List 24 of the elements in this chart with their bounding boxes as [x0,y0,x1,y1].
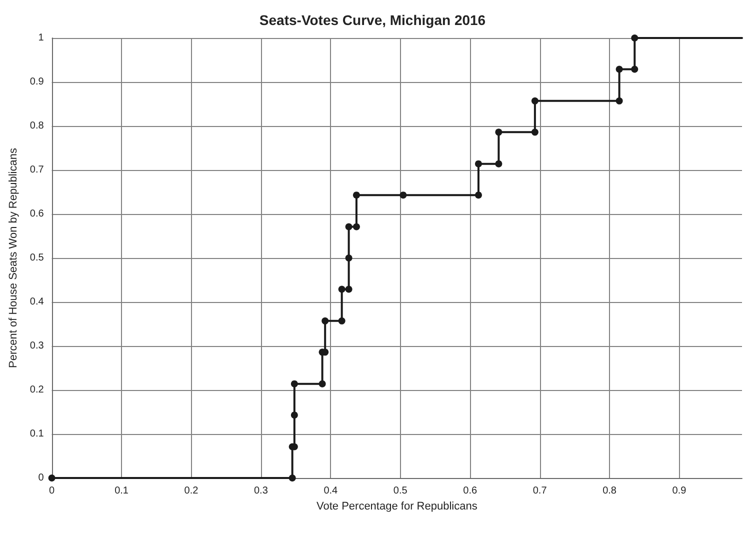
y-tick-label: 0.5 [30,252,44,264]
x-tick-label: 0.9 [672,486,687,496]
y-tick-label: 0.7 [30,164,44,176]
x-tick-label: 0.6 [463,486,478,496]
chart-title: Seats-Votes Curve, Michigan 2016 [259,12,486,28]
x-tick-label: 0.7 [532,486,548,496]
y-tick-label: 0.8 [30,120,44,132]
y-tick-label: 0.2 [30,384,44,396]
x-tick-label: 0.3 [254,486,268,496]
y-tick-label: 0 [38,472,44,484]
x-tick-label: 0 [49,486,56,496]
x-tick-label: 0.8 [602,486,617,496]
x-tick-label: 0.4 [324,486,338,496]
x-axis-title: Vote Percentage for Republicans [316,500,478,512]
y-tick-label: 0.1 [30,428,44,440]
y-tick-label: 0.9 [30,76,44,88]
x-tick-label: 0.2 [184,486,199,496]
y-tick-label: 1 [38,32,44,44]
y-tick-label: 0.3 [30,340,44,352]
y-axis-title: Percent of House Seats Won by Republicans [8,148,20,368]
y-tick-label: 0.6 [30,208,44,220]
x-tick-label: 0.1 [114,486,129,496]
x-tick-label: 0.5 [393,486,408,496]
y-tick-label: 0.4 [30,296,44,308]
